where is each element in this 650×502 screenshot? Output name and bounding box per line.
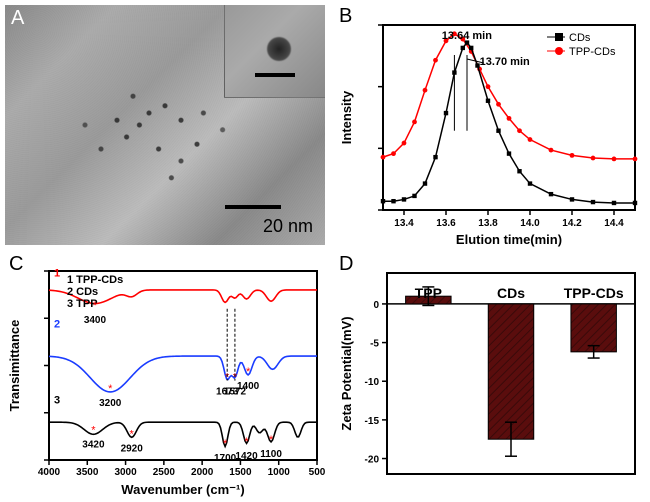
svg-text:TPP: TPP	[415, 285, 442, 301]
svg-text:*: *	[246, 366, 251, 378]
svg-text:1700: 1700	[214, 453, 237, 464]
panel-b-label: B	[339, 5, 352, 28]
svg-text:3400: 3400	[84, 315, 107, 326]
panel-b-chart: 13.4 13.6 13.8 14.0 14.2 14.4 Elution time(min…	[335, 5, 645, 250]
inset-particle	[267, 37, 291, 61]
svg-text:CDs: CDs	[497, 285, 525, 301]
svg-text:3420: 3420	[82, 440, 105, 451]
inset-scale-bar	[255, 73, 295, 77]
svg-text:Elution time(min): Elution time(min)	[456, 232, 562, 247]
figure-grid: A 20 nm B 13.4 13.6 13.8 14.0 14.2 14.4 Elutio…	[0, 0, 650, 502]
panel-c-label: C	[9, 253, 23, 276]
svg-text:-5: -5	[370, 339, 379, 350]
panel-c: C 4000 3500 3000 2500 2000 1500 1000 500 Wavenum…	[5, 253, 325, 498]
svg-text:Intensity: Intensity	[339, 90, 354, 144]
svg-text:3200: 3200	[99, 398, 122, 409]
svg-text:13.64 min: 13.64 min	[442, 30, 492, 42]
svg-text:13.6: 13.6	[436, 218, 456, 229]
svg-text:1 TPP-CDs: 1 TPP-CDs	[67, 274, 123, 286]
svg-text:2 CDs: 2 CDs	[67, 286, 98, 298]
svg-text:*: *	[93, 300, 98, 312]
panel-d-chart: -20 -15 -10 -5 0 Zeta Potential(mV) TPP CDs TPP-…	[335, 253, 645, 498]
svg-text:-10: -10	[365, 377, 380, 388]
svg-text:CDs: CDs	[569, 32, 591, 44]
svg-text:*: *	[130, 428, 135, 440]
scale-bar-text: 20 nm	[263, 216, 313, 237]
svg-text:13.8: 13.8	[478, 218, 498, 229]
svg-text:2920: 2920	[121, 443, 144, 454]
svg-text:*: *	[91, 425, 96, 437]
svg-text:Zeta Potential(mV): Zeta Potential(mV)	[339, 316, 354, 430]
svg-text:*: *	[223, 438, 228, 450]
panel-d-label: D	[339, 253, 353, 276]
svg-text:2: 2	[54, 319, 60, 331]
svg-text:14.4: 14.4	[604, 218, 624, 229]
svg-text:1: 1	[54, 268, 60, 280]
panel-d: D -20 -15 -10 -5 0 Zeta Potential(mV) TPP CDs TP…	[335, 253, 645, 498]
svg-text:Wavenumber (cm⁻¹): Wavenumber (cm⁻¹)	[121, 482, 244, 497]
svg-text:Transimittance: Transimittance	[7, 320, 22, 412]
svg-text:*: *	[244, 436, 249, 448]
panel-b: B 13.4 13.6 13.8 14.0 14.2 14.4 Elution time(m…	[335, 5, 645, 250]
svg-text:2000: 2000	[191, 467, 214, 478]
svg-text:3500: 3500	[76, 467, 99, 478]
svg-text:1000: 1000	[268, 467, 291, 478]
svg-text:13.4: 13.4	[394, 218, 414, 229]
svg-text:13.70 min: 13.70 min	[480, 56, 530, 68]
svg-text:14.2: 14.2	[562, 218, 582, 229]
svg-text:3: 3	[54, 394, 60, 406]
svg-text:-20: -20	[365, 455, 380, 466]
svg-text:1400: 1400	[237, 381, 260, 392]
svg-text:4000: 4000	[38, 467, 61, 478]
svg-text:1420: 1420	[235, 451, 258, 462]
svg-text:14.0: 14.0	[520, 218, 540, 229]
svg-text:500: 500	[309, 467, 325, 478]
panel-a-tem-image: A 20 nm	[5, 5, 325, 245]
svg-text:TPP-CDs: TPP-CDs	[569, 46, 616, 58]
svg-text:TPP-CDs: TPP-CDs	[564, 285, 624, 301]
svg-text:2500: 2500	[153, 467, 176, 478]
panel-c-chart: 4000 3500 3000 2500 2000 1500 1000 500 Wavenumbe…	[5, 253, 325, 498]
svg-text:-15: -15	[365, 416, 380, 427]
svg-text:3000: 3000	[114, 467, 137, 478]
svg-text:1500: 1500	[229, 467, 252, 478]
svg-text:1100: 1100	[260, 449, 282, 460]
panel-a-inset	[224, 5, 325, 98]
panel-a-label: A	[11, 7, 24, 30]
svg-text:*: *	[269, 434, 274, 446]
svg-text:0: 0	[373, 300, 379, 311]
svg-text:*: *	[108, 383, 113, 395]
svg-text:*: *	[225, 372, 230, 384]
scale-bar	[225, 205, 281, 209]
